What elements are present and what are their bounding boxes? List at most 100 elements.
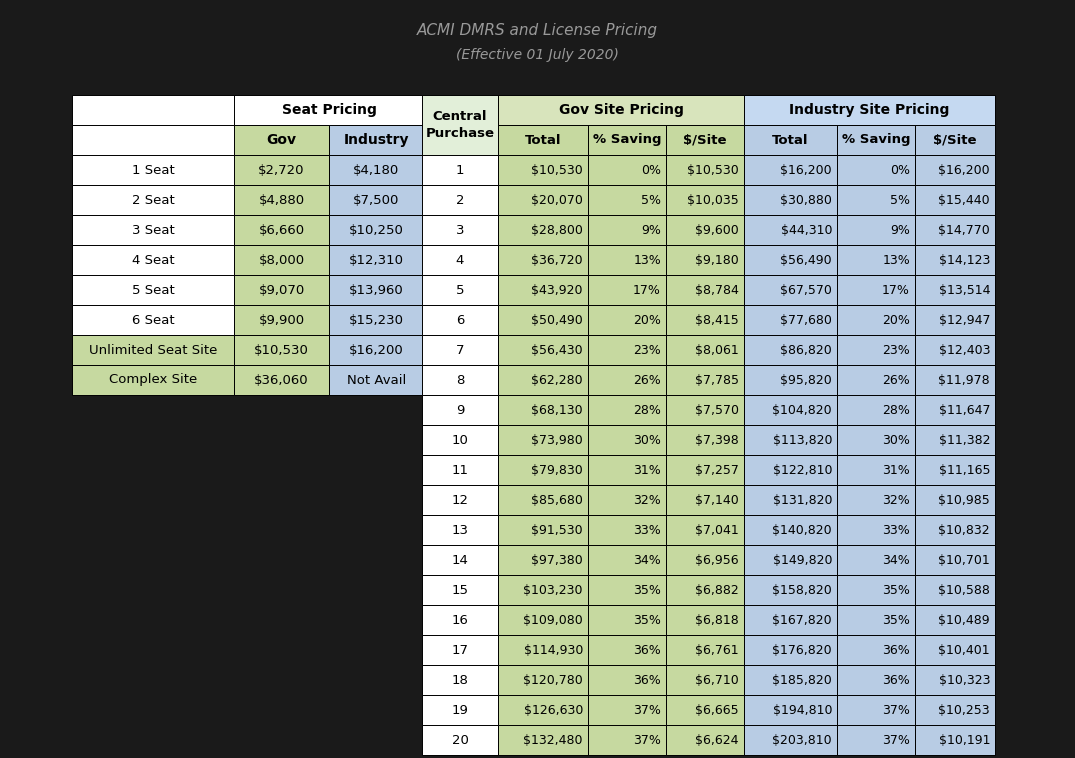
Bar bbox=[72, 305, 234, 335]
Bar bbox=[588, 365, 666, 395]
Bar bbox=[915, 155, 995, 185]
Bar bbox=[588, 455, 666, 485]
Text: $185,820: $185,820 bbox=[772, 674, 832, 687]
Text: $158,820: $158,820 bbox=[772, 584, 832, 597]
Bar bbox=[837, 725, 915, 755]
Text: $6,761: $6,761 bbox=[696, 644, 739, 656]
Text: $10,530: $10,530 bbox=[531, 164, 583, 177]
Text: Total: Total bbox=[772, 133, 808, 146]
Bar bbox=[915, 545, 995, 575]
Bar bbox=[744, 275, 837, 305]
Bar bbox=[915, 365, 995, 395]
Text: $50,490: $50,490 bbox=[531, 314, 583, 327]
Text: 17: 17 bbox=[452, 644, 469, 656]
Text: Gov Site Pricing: Gov Site Pricing bbox=[559, 103, 684, 117]
Bar bbox=[588, 725, 666, 755]
Text: $203,810: $203,810 bbox=[772, 734, 832, 747]
Text: 10: 10 bbox=[452, 434, 469, 446]
Text: $11,978: $11,978 bbox=[938, 374, 990, 387]
Text: 36%: 36% bbox=[633, 644, 661, 656]
Bar bbox=[422, 185, 498, 215]
Bar bbox=[422, 485, 498, 515]
Bar bbox=[588, 155, 666, 185]
Text: $4,880: $4,880 bbox=[258, 193, 304, 206]
Text: 19: 19 bbox=[452, 703, 469, 716]
Text: $122,810: $122,810 bbox=[773, 463, 832, 477]
Bar bbox=[588, 125, 666, 155]
Bar bbox=[329, 305, 424, 335]
Bar bbox=[422, 725, 498, 755]
Text: $9,900: $9,900 bbox=[258, 314, 304, 327]
Bar bbox=[744, 365, 837, 395]
Bar bbox=[837, 665, 915, 695]
Bar bbox=[837, 365, 915, 395]
Bar bbox=[744, 335, 837, 365]
Text: 2 Seat: 2 Seat bbox=[131, 193, 174, 206]
Bar bbox=[588, 695, 666, 725]
Bar bbox=[422, 605, 498, 635]
Bar bbox=[72, 335, 234, 365]
Text: $10,530: $10,530 bbox=[254, 343, 309, 356]
Text: $149,820: $149,820 bbox=[773, 553, 832, 566]
Text: 26%: 26% bbox=[883, 374, 911, 387]
Bar bbox=[666, 365, 744, 395]
Text: 13%: 13% bbox=[883, 253, 911, 267]
Bar bbox=[329, 155, 424, 185]
Bar bbox=[837, 275, 915, 305]
Bar bbox=[837, 695, 915, 725]
Text: $10,401: $10,401 bbox=[938, 644, 990, 656]
Text: $7,398: $7,398 bbox=[696, 434, 739, 446]
Bar bbox=[915, 605, 995, 635]
Text: 13%: 13% bbox=[633, 253, 661, 267]
Text: $97,380: $97,380 bbox=[531, 553, 583, 566]
Bar bbox=[744, 125, 837, 155]
Text: $16,200: $16,200 bbox=[938, 164, 990, 177]
Bar bbox=[837, 395, 915, 425]
Bar bbox=[666, 635, 744, 665]
Text: 9: 9 bbox=[456, 403, 464, 416]
Text: 14: 14 bbox=[452, 553, 469, 566]
Text: 0%: 0% bbox=[641, 164, 661, 177]
Text: Total: Total bbox=[525, 133, 561, 146]
Bar bbox=[837, 485, 915, 515]
Text: $77,680: $77,680 bbox=[780, 314, 832, 327]
Bar bbox=[837, 425, 915, 455]
Text: 28%: 28% bbox=[633, 403, 661, 416]
Bar bbox=[72, 215, 234, 245]
Text: 5: 5 bbox=[456, 283, 464, 296]
Bar bbox=[744, 515, 837, 545]
Bar bbox=[744, 155, 837, 185]
Bar bbox=[666, 725, 744, 755]
Text: $79,830: $79,830 bbox=[531, 463, 583, 477]
Text: $10,489: $10,489 bbox=[938, 613, 990, 627]
Text: 5%: 5% bbox=[641, 193, 661, 206]
Bar bbox=[837, 635, 915, 665]
Bar bbox=[744, 725, 837, 755]
Text: $10,530: $10,530 bbox=[687, 164, 739, 177]
Bar bbox=[915, 425, 995, 455]
Text: $8,000: $8,000 bbox=[258, 253, 304, 267]
Bar bbox=[234, 155, 329, 185]
Bar bbox=[666, 545, 744, 575]
Text: $4,180: $4,180 bbox=[354, 164, 400, 177]
Bar bbox=[666, 425, 744, 455]
Bar bbox=[837, 335, 915, 365]
Bar bbox=[744, 305, 837, 335]
Text: $20,070: $20,070 bbox=[531, 193, 583, 206]
Text: $16,200: $16,200 bbox=[349, 343, 404, 356]
Bar bbox=[588, 215, 666, 245]
Text: (Effective 01 July 2020): (Effective 01 July 2020) bbox=[456, 48, 618, 62]
Text: $43,920: $43,920 bbox=[531, 283, 583, 296]
Bar bbox=[915, 455, 995, 485]
Bar bbox=[498, 515, 588, 545]
Bar bbox=[234, 125, 329, 155]
Text: 31%: 31% bbox=[883, 463, 911, 477]
Bar bbox=[422, 155, 498, 185]
Text: 13: 13 bbox=[452, 524, 469, 537]
Bar bbox=[744, 635, 837, 665]
Bar bbox=[422, 545, 498, 575]
Bar bbox=[234, 95, 424, 125]
Bar bbox=[422, 95, 498, 155]
Bar bbox=[588, 665, 666, 695]
Text: $12,310: $12,310 bbox=[349, 253, 404, 267]
